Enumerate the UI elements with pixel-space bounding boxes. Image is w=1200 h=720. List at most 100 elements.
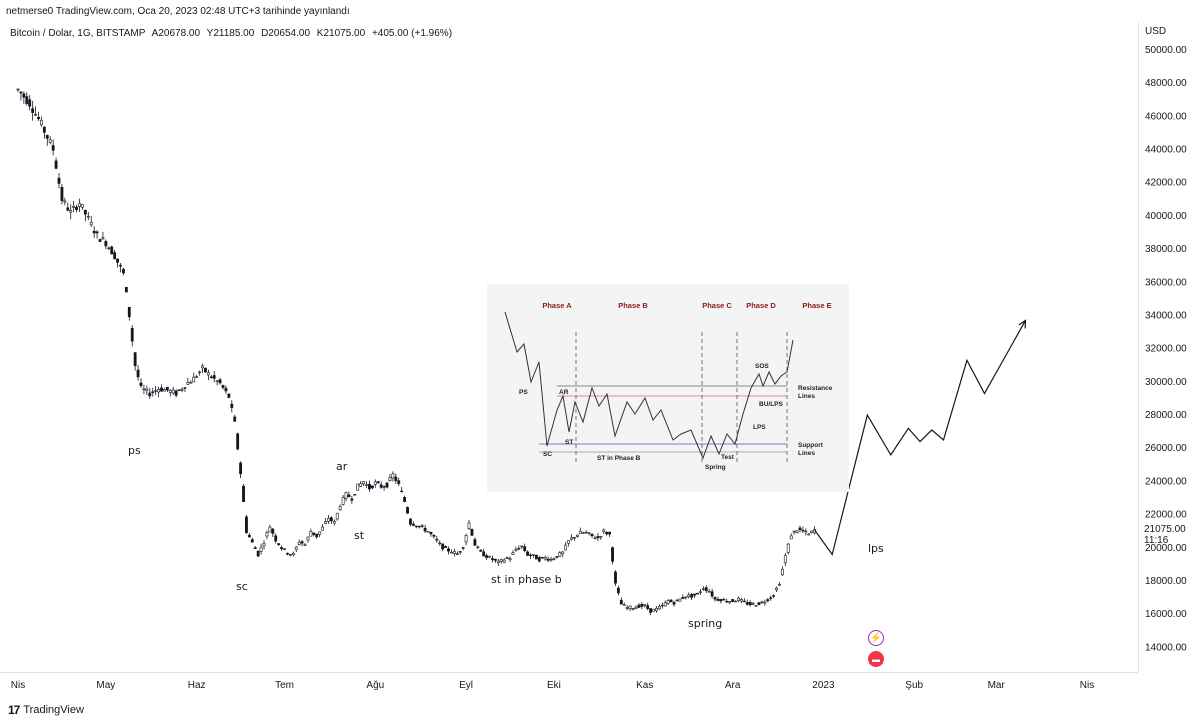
candle-body — [414, 525, 418, 528]
candle-body — [309, 531, 313, 537]
candle-body — [221, 385, 225, 388]
candle-body — [154, 390, 158, 392]
candle — [356, 483, 360, 491]
candle-body — [581, 532, 585, 534]
candle-body — [288, 554, 292, 556]
candle — [218, 377, 222, 385]
candle — [675, 599, 679, 602]
candle — [801, 526, 805, 533]
candle-body — [206, 372, 210, 376]
price-tick-label: 22000.00 — [1145, 510, 1187, 521]
candle-body — [136, 369, 140, 378]
chart-pane[interactable]: ps sc ar st st in phase b spring lps Phase A Pha… — [0, 22, 1138, 672]
candle — [447, 546, 450, 555]
candle — [590, 533, 594, 539]
time-tick-label: Mar — [988, 680, 1006, 691]
candle — [657, 604, 661, 610]
inset-label: SOS — [755, 363, 769, 370]
candle — [212, 371, 216, 383]
candle — [268, 524, 272, 533]
candle — [271, 527, 275, 537]
candle — [227, 393, 231, 399]
candle-body — [165, 386, 169, 391]
candle-body — [731, 599, 735, 602]
time-axis[interactable]: Nis May Haz Tem Ağu Eyl Eki Kas Ara 2023 Şub Mar Nis — [0, 672, 1138, 696]
candle-body — [324, 521, 327, 524]
candle-body — [81, 204, 84, 208]
candle-body — [546, 558, 550, 561]
price-axis[interactable]: 14000.00 16000.00 18000.00 20000.00 22000.00… — [1138, 22, 1200, 672]
candle-body — [745, 602, 749, 605]
candle-body — [192, 376, 196, 383]
candle-body — [660, 604, 664, 607]
candle-body — [798, 527, 802, 531]
candle — [690, 592, 694, 601]
candle — [649, 608, 653, 616]
candle-body — [640, 604, 644, 607]
candle — [95, 230, 99, 239]
candle-body — [444, 546, 448, 548]
us-flag-icon[interactable]: ▬ — [868, 651, 884, 667]
candle-body — [312, 532, 316, 535]
candle — [570, 534, 573, 541]
candle — [215, 380, 219, 386]
candle — [122, 267, 125, 276]
candle-body — [92, 230, 96, 234]
last-price-value: 21075.00 — [1144, 523, 1186, 535]
candle-body — [397, 480, 401, 484]
candle — [537, 555, 541, 563]
candle — [655, 606, 658, 613]
symbol-legend[interactable]: Bitcoin / Dolar, 1G, BITSTAMP A20678.00 … — [10, 28, 456, 39]
candle-body — [119, 264, 122, 267]
candle — [660, 602, 664, 609]
candle — [16, 88, 20, 92]
candle — [783, 552, 787, 567]
candle-body — [186, 382, 190, 385]
projection-arrowhead — [1018, 319, 1027, 329]
candle-body — [792, 530, 796, 533]
candle-body — [409, 518, 412, 525]
price-tick-label: 30000.00 — [1145, 377, 1187, 388]
candle-body — [145, 388, 149, 392]
annotation-st: st — [354, 529, 365, 542]
candle — [31, 100, 35, 121]
candle — [242, 484, 245, 502]
candle — [341, 494, 345, 506]
candle — [754, 604, 758, 607]
candle-body — [48, 139, 52, 143]
candle — [716, 596, 720, 602]
candle — [464, 533, 468, 546]
candle — [300, 539, 304, 547]
candle — [640, 602, 644, 610]
candle — [306, 536, 310, 543]
candle — [792, 530, 796, 535]
candle-body — [195, 376, 199, 378]
price-tick-label: 32000.00 — [1145, 344, 1187, 355]
candle — [209, 375, 213, 379]
event-bolt-icon[interactable]: ⚡ — [868, 630, 884, 646]
ohlc-close: K21075.00 — [316, 28, 366, 39]
candle-body — [253, 547, 257, 550]
candle-body — [567, 540, 571, 544]
symbol-name[interactable]: Bitcoin / Dolar, 1G, BITSTAMP — [10, 28, 146, 39]
inset-label: Spring — [705, 464, 726, 471]
tradingview-logo-icon: 17 — [8, 703, 20, 717]
candle — [435, 535, 439, 543]
candle-body — [725, 600, 729, 603]
price-tick-label: 14000.00 — [1145, 642, 1187, 653]
annotation-sc: sc — [236, 580, 248, 593]
candle — [625, 605, 629, 611]
candle-body — [391, 473, 395, 479]
candle — [414, 525, 418, 529]
candle — [731, 599, 735, 603]
candle-body — [204, 367, 207, 373]
candle — [130, 325, 134, 347]
candle-body — [362, 481, 366, 485]
candle-body — [321, 526, 325, 531]
candle-body — [318, 531, 322, 535]
candle — [37, 111, 40, 122]
candle-body — [675, 599, 679, 602]
candle — [321, 524, 325, 531]
time-axis-scale: Nis May Haz Tem Ağu Eyl Eki Kas Ara 2023 Şub Mar Nis — [11, 680, 1094, 691]
